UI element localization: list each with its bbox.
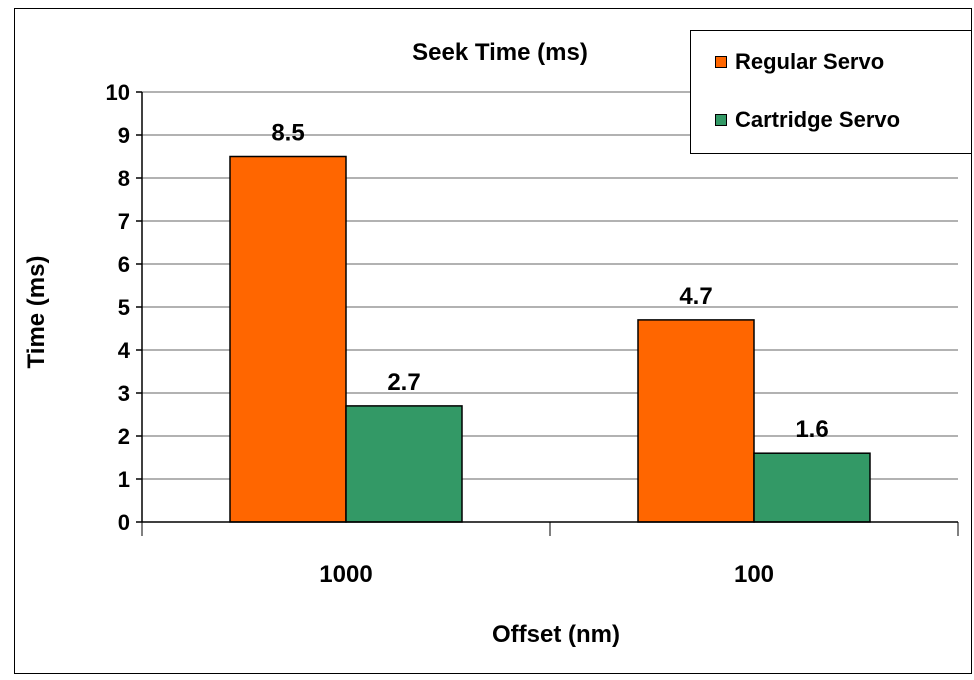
- legend-swatch-regular-servo: [715, 56, 727, 68]
- y-tick-label: 2: [118, 424, 130, 449]
- y-axis-label: Time (ms): [23, 256, 50, 369]
- y-tick-label: 7: [118, 209, 130, 234]
- legend-item-regular-servo: Regular Servo: [715, 49, 884, 75]
- legend-item-cartridge-servo: Cartridge Servo: [715, 107, 900, 133]
- y-tick-label: 4: [118, 338, 131, 363]
- legend-swatch-cartridge-servo: [715, 114, 727, 126]
- x-tick-label: 1000: [319, 561, 372, 588]
- x-axis-label: Offset (nm): [492, 621, 620, 648]
- y-tick-label: 9: [118, 123, 130, 148]
- chart-title: Seek Time (ms): [412, 39, 588, 66]
- y-tick-label: 3: [118, 381, 130, 406]
- y-tick-label: 0: [118, 510, 130, 535]
- y-tick-label: 6: [118, 252, 130, 277]
- y-tick-label: 10: [106, 80, 130, 105]
- bar-cartridge-servo-100: [753, 452, 871, 523]
- data-label: 8.5: [271, 120, 304, 147]
- data-label: 2.7: [387, 369, 420, 396]
- bar-regular-servo-1000: [229, 155, 347, 523]
- legend-label-cartridge-servo: Cartridge Servo: [735, 107, 901, 132]
- y-tick-label: 1: [118, 467, 130, 492]
- x-tick-label: 100: [734, 561, 774, 588]
- bar-cartridge-servo-1000: [345, 405, 463, 523]
- chart-legend: Regular Servo Cartridge Servo: [690, 30, 972, 154]
- y-tick-label: 5: [118, 295, 130, 320]
- data-label: 4.7: [679, 283, 712, 310]
- y-tick-label: 8: [118, 166, 130, 191]
- data-label: 1.6: [795, 416, 828, 443]
- legend-label-regular-servo: Regular Servo: [735, 49, 885, 74]
- bar-regular-servo-100: [637, 319, 755, 523]
